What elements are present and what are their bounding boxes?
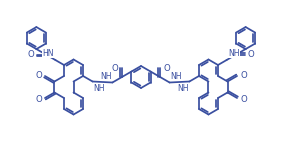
- Text: HN: HN: [42, 49, 53, 58]
- Text: O: O: [240, 71, 247, 80]
- Text: O: O: [240, 95, 247, 104]
- Text: O: O: [35, 95, 42, 104]
- Text: O: O: [112, 64, 118, 73]
- Text: NH: NH: [100, 72, 111, 80]
- Text: NH: NH: [171, 72, 182, 80]
- Text: NH: NH: [177, 84, 188, 92]
- Text: O: O: [27, 50, 34, 59]
- Text: O: O: [35, 71, 42, 80]
- Text: O: O: [164, 64, 170, 73]
- Text: O: O: [248, 50, 255, 59]
- Text: NH: NH: [94, 84, 105, 92]
- Text: NH: NH: [229, 49, 240, 58]
